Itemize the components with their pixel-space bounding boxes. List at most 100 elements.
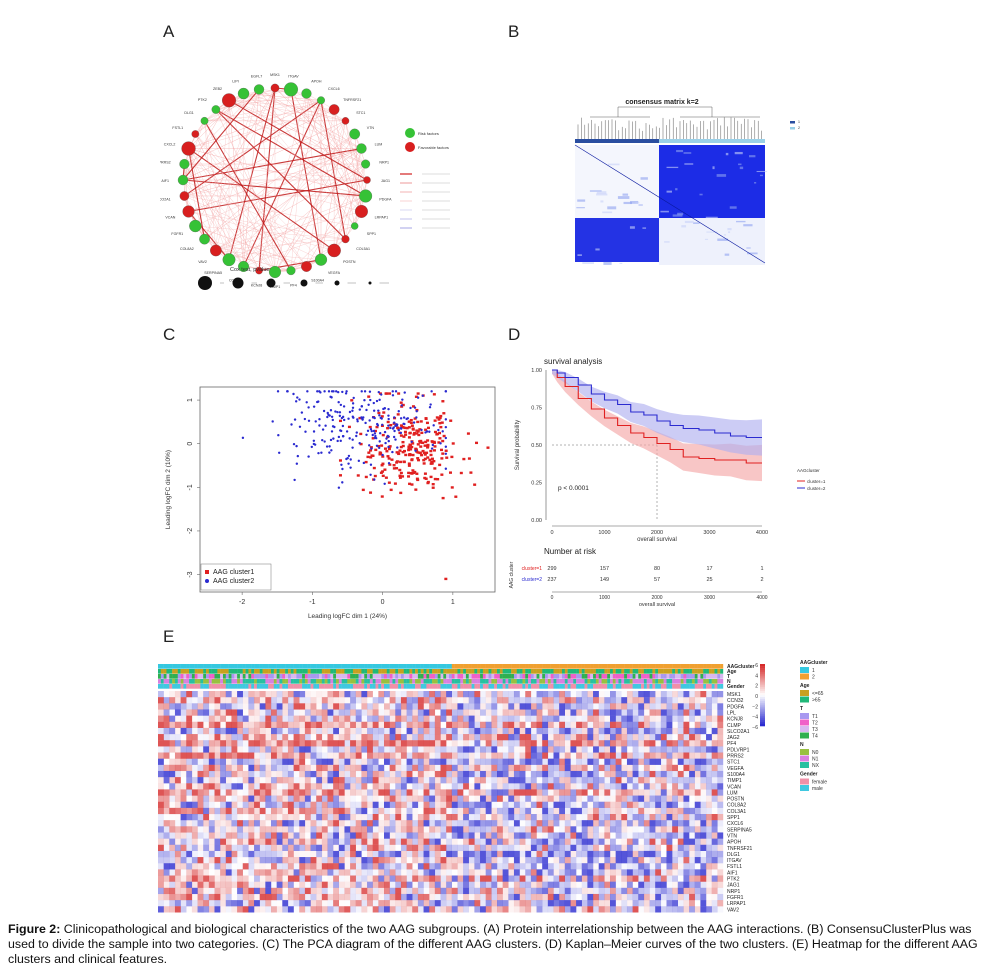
annotation-cell xyxy=(511,674,515,679)
legend-risk-marker xyxy=(405,128,415,138)
heatmap-cell xyxy=(581,721,588,728)
heatmap-cell xyxy=(457,715,464,722)
heatmap-cell xyxy=(700,838,707,845)
heatmap-cell xyxy=(542,740,549,747)
heatmap-cell xyxy=(480,826,486,833)
annotation-cell xyxy=(273,669,277,674)
heatmap-cell xyxy=(632,703,639,710)
heatmap-cell xyxy=(242,697,249,704)
pca-point-cluster2 xyxy=(378,446,381,450)
heatmap-cell xyxy=(434,814,441,821)
heatmap-cell xyxy=(706,850,712,858)
heatmap-cell xyxy=(564,758,571,765)
heatmap-cell xyxy=(530,814,537,821)
annotation-cell xyxy=(578,674,582,679)
heatmap-cell xyxy=(214,703,221,710)
annotation-cell xyxy=(296,674,300,679)
heatmap-cell xyxy=(350,844,356,851)
pca-point-cluster2 xyxy=(312,439,316,442)
heatmap-cell xyxy=(638,703,645,710)
heatmap-cell xyxy=(321,832,328,839)
heatmap-cell xyxy=(593,795,599,802)
heatmap-cell xyxy=(344,844,351,851)
heatmap-cell xyxy=(480,807,486,815)
heatmap-cell xyxy=(536,770,543,778)
heatmap-cell xyxy=(525,734,532,741)
heatmap-cell xyxy=(457,795,464,802)
heatmap-cell xyxy=(474,801,481,808)
annotation-cell xyxy=(482,679,486,684)
heatmap-cell xyxy=(333,752,339,759)
annotation-cell xyxy=(166,674,170,679)
heatmap-cell xyxy=(502,783,509,790)
heatmap-cell xyxy=(683,857,690,864)
annotation-cell xyxy=(299,684,303,689)
heatmap-cell xyxy=(643,826,650,833)
heatmap-cell xyxy=(638,839,644,845)
heatmap-cell xyxy=(406,758,413,765)
heatmap-cell xyxy=(666,691,673,698)
heatmap-cell xyxy=(451,721,458,728)
heatmap-cell xyxy=(497,734,503,741)
network-edge xyxy=(204,87,276,240)
heatmap-cell xyxy=(434,789,441,796)
heatmap-cell xyxy=(237,795,243,802)
annotation-cell xyxy=(256,684,260,689)
heatmap-cell xyxy=(282,807,289,815)
heatmap-cell xyxy=(197,844,204,851)
pca-point-cluster2 xyxy=(365,433,368,436)
heatmap-cell xyxy=(174,850,181,858)
heatmap-cell xyxy=(191,764,198,772)
consensus-texture-cell xyxy=(683,152,692,154)
heatmap-cell xyxy=(350,796,356,802)
heatmap-cell xyxy=(333,734,339,741)
annotation-cell xyxy=(259,674,263,679)
heatmap-cell xyxy=(485,820,492,827)
heatmap-cell xyxy=(220,820,226,827)
heatmap-cell xyxy=(327,740,334,747)
km-ci-band xyxy=(552,370,762,456)
pca-point-cluster1 xyxy=(469,471,473,474)
heatmap-cell xyxy=(446,863,452,870)
pca-point-cluster1 xyxy=(407,426,411,429)
annotation-cell xyxy=(186,684,190,689)
annotation-cell xyxy=(468,669,472,674)
heatmap-cell xyxy=(424,826,430,832)
heatmap-cell xyxy=(542,752,549,759)
heatmap-cell xyxy=(186,777,193,784)
heatmap-cell xyxy=(271,709,277,716)
heatmap-cell xyxy=(598,789,605,796)
annotation-cell xyxy=(307,664,311,669)
heatmap-cell xyxy=(480,850,486,858)
heatmap-cell xyxy=(401,869,407,875)
heatmap-cell xyxy=(610,703,616,710)
annotation-cell xyxy=(310,669,314,674)
heatmap-cell xyxy=(310,758,317,765)
annotation-cell xyxy=(231,674,235,679)
annotation-cell xyxy=(234,679,238,684)
heatmap-cell xyxy=(367,758,373,765)
pca-point-cluster1 xyxy=(425,421,429,425)
annotation-cell xyxy=(508,679,512,684)
heatmap-cell xyxy=(446,691,452,698)
heatmap-cell xyxy=(643,857,650,864)
pca-point-cluster2 xyxy=(431,443,435,447)
heatmap-cell xyxy=(344,764,351,772)
heatmap-cell xyxy=(694,727,701,735)
heatmap-cell xyxy=(576,801,582,808)
heatmap-cell xyxy=(197,795,204,802)
heatmap-cell xyxy=(497,764,503,772)
heatmap-cell xyxy=(717,740,724,747)
heatmap-cell xyxy=(677,703,684,710)
annotation-cell xyxy=(186,669,190,674)
annotation-cell xyxy=(610,669,614,674)
annotation-cell xyxy=(536,674,540,679)
heatmap-cell xyxy=(711,857,718,864)
heatmap-cell xyxy=(412,715,419,722)
annotation-cell xyxy=(463,679,467,684)
heatmap-cell xyxy=(694,740,701,747)
heatmap-cells xyxy=(158,691,724,913)
annotation-cell xyxy=(372,674,376,679)
heatmap-cell xyxy=(638,691,645,698)
heatmap-cell xyxy=(231,869,238,876)
